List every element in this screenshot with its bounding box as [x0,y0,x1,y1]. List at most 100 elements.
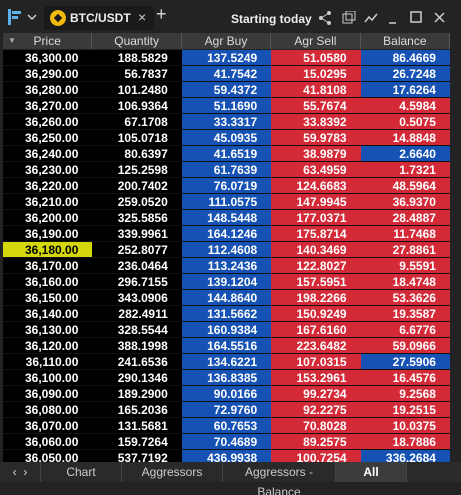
period[interactable]: Starting today [231,12,312,26]
balance-cell: 27.8861 [360,242,450,258]
balance-cell: 2.6640 [360,146,450,162]
agr-sell-cell: 38.9879 [271,146,361,162]
agr-buy-cell: 164.1246 [181,226,272,242]
price-cell: 36,180.00 [3,242,93,258]
agr-sell-cell: 157.5951 [271,274,361,290]
agr-sell-cell: 59.9783 [271,130,361,146]
agr-buy-cell: 148.5448 [181,210,272,226]
agr-sell-cell: 41.8108 [271,82,361,98]
agr-buy-cell: 164.5516 [181,338,272,354]
table-row: 36,220.00 200.7402 76.0719 124.6683 48.5964 [3,178,450,194]
price-cell: 36,110.00 [3,354,93,370]
agr-buy-cell: 61.7639 [181,162,272,178]
agr-sell-cell: 223.6482 [271,338,361,354]
agr-sell-cell: 167.6160 [271,322,361,338]
agr-sell-cell: 99.2734 [271,386,361,402]
tab-arrows[interactable]: ‹ › [0,462,41,482]
balance-cell: 336.2684 [360,450,450,462]
price-cell: 36,260.00 [3,114,93,130]
balance-cell: 10.0375 [360,418,450,434]
agr-buy-cell: 60.7653 [181,418,272,434]
agr-sell-cell: 153.2961 [271,370,361,386]
table-row: 36,180.00 252.8077 112.4608 140.3469 27.8861 [3,242,450,258]
footer-tab[interactable]: All [336,462,407,482]
agr-sell-cell: 175.8714 [271,226,361,242]
price-cell: 36,290.00 [3,66,93,82]
table-row: 36,270.00 106.9364 51.1690 55.7674 4.5984 [3,98,450,114]
table-row: 36,100.00 290.1346 136.8385 153.2961 16.4576 [3,370,450,386]
footer-tabs: ‹ › Chart Aggressors Aggressors - Balance A… [0,462,461,495]
menu-icon[interactable] [8,9,40,27]
balance-cell: 4.5984 [360,98,450,114]
footer-tab[interactable]: Chart [41,462,122,482]
quantity-cell: 165.2036 [92,402,182,418]
agr-buy-cell: 112.4608 [181,242,272,258]
quantity-cell: 125.2598 [92,162,182,178]
agr-buy-cell: 137.5249 [181,50,272,66]
table-row: 36,060.00 159.7264 70.4689 89.2575 18.7886 [3,434,450,450]
quantity-cell: 259.0520 [92,194,182,210]
column-header[interactable]: Agr Buy [182,33,272,49]
price-cell: 36,060.00 [3,434,93,450]
column-header[interactable]: ▼ Price [3,33,93,49]
balance-cell: 9.5591 [360,258,450,274]
column-header[interactable]: Agr Sell [271,33,361,49]
column-header[interactable]: Quantity [92,33,182,49]
column-header[interactable]: Balance [361,33,450,49]
agr-sell-cell: 140.3469 [271,242,361,258]
agr-sell-cell: 92.2275 [271,402,361,418]
balance-cell: 59.0966 [360,338,450,354]
agr-sell-cell: 33.8392 [271,114,361,130]
balance-cell: 17.6264 [360,82,450,98]
balance-cell: 14.8848 [360,130,450,146]
price-cell: 36,300.00 [3,50,93,66]
agr-buy-cell: 59.4372 [181,82,272,98]
quantity-cell: 325.5856 [92,210,182,226]
table-row: 36,140.00 282.4911 131.5662 150.9249 19.3587 [3,306,450,322]
table-row: 36,130.00 328.5544 160.9384 167.6160 6.6776 [3,322,450,338]
balance-cell: 18.4748 [360,274,450,290]
agr-buy-cell: 41.7542 [181,66,272,82]
agr-buy-cell: 436.9938 [181,450,272,462]
instrument-name: BTC/USDT [70,11,131,25]
footer-tab[interactable]: Aggressors - Balance [223,462,336,495]
balance-cell: 26.7248 [360,66,450,82]
quantity-cell: 80.6397 [92,146,182,162]
agr-buy-cell: 136.8385 [181,370,272,386]
agr-buy-cell: 45.0935 [181,130,272,146]
quantity-cell: 131.5681 [92,418,182,434]
agr-sell-cell: 100.7254 [271,450,361,462]
agr-sell-cell: 89.2575 [271,434,361,450]
price-cell: 36,270.00 [3,98,93,114]
balance-cell: 11.7468 [360,226,450,242]
agr-buy-cell: 51.1690 [181,98,272,114]
price-cell: 36,150.00 [3,290,93,306]
quantity-cell: 106.9364 [92,98,182,114]
table-row: 36,090.00 189.2900 90.0166 99.2734 9.2568 [3,386,450,402]
agr-sell-cell: 147.9945 [271,194,361,210]
balance-cell: 19.2515 [360,402,450,418]
table-body: 36,300.00 188.5829 137.5249 51.0580 86.4669 3… [3,50,450,462]
price-cell: 36,090.00 [3,386,93,402]
header-row: ▼ Price Quantity Agr Buy Agr Sell Balance [3,33,450,50]
table-row: 36,190.00 339.9961 164.1246 175.8714 11.7468 [3,226,450,242]
quantity-cell: 101.2480 [92,82,182,98]
quantity-cell: 67.1708 [92,114,182,130]
add-tab[interactable]: + [156,4,167,24]
table-row: 36,120.00 388.1998 164.5516 223.6482 59.0966 [3,338,450,354]
table-row: 36,290.00 56.7837 41.7542 15.0295 26.7248 [3,66,450,82]
table-row: 36,150.00 343.0906 144.8640 198.2266 53.3626 [3,290,450,306]
agr-sell-cell: 124.6683 [271,178,361,194]
instrument-tab[interactable]: BTC/USDT × [44,6,154,30]
quantity-cell: 105.0718 [92,130,182,146]
table-row: 36,280.00 101.2480 59.4372 41.8108 17.6264 [3,82,450,98]
price-cell: 36,170.00 [3,258,93,274]
quantity-cell: 159.7264 [92,434,182,450]
agr-buy-cell: 72.9760 [181,402,272,418]
price-cell: 36,080.00 [3,402,93,418]
agr-buy-cell: 131.5662 [181,306,272,322]
price-cell: 36,120.00 [3,338,93,354]
balance-cell: 36.9370 [360,194,450,210]
table-row: 36,260.00 67.1708 33.3317 33.8392 0.5075 [3,114,450,130]
footer-tab[interactable]: Aggressors [122,462,223,482]
